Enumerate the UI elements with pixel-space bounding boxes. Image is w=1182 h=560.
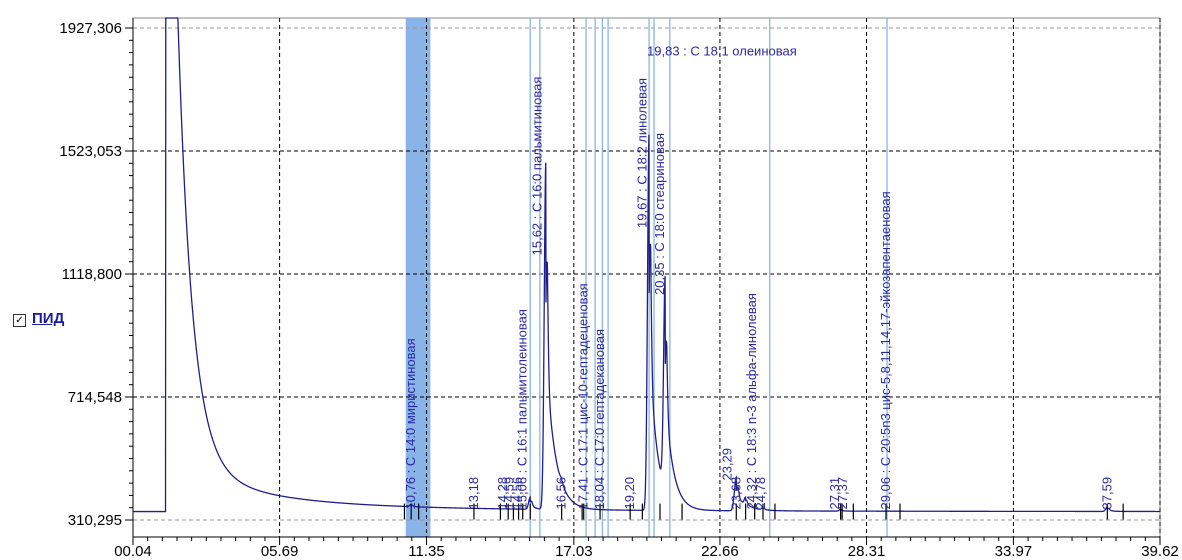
x-tick-label: 05.69: [261, 543, 299, 560]
peak-label: 29,06 : С 20:5n3 цис-5,8,11,14,17-эйкоза…: [878, 191, 893, 509]
peak-label: 10,76 : С 14:0 миристиновая: [403, 338, 418, 509]
y-axis: 310,295 714,548 1118,800 1523,053 1927,306: [59, 18, 134, 537]
x-tick-label: 33.97: [995, 543, 1033, 560]
peak-label: 23,68: [729, 477, 744, 510]
x-tick-label: 11.35: [408, 543, 444, 560]
y-tick-label: 310,295: [68, 512, 122, 529]
peak-label: 15,62 : С 16:0 пальмитиновая: [529, 77, 544, 256]
x-tick-label: 39.62: [1141, 543, 1179, 560]
peak-label: 14,56: [509, 477, 524, 510]
peak-label: 19,67 : С 18:2 линолевая: [634, 78, 649, 228]
peak-label: 24,32 : С 18:3 n-3 альфа-линолевая: [744, 293, 759, 509]
series-checkbox[interactable]: ✓: [13, 314, 26, 327]
peak-label: 27,31: [827, 477, 842, 510]
peak-label: 24,78: [753, 477, 768, 510]
y-tick-label: 1927,306: [59, 20, 122, 37]
integration-tick-layer: [403, 503, 1124, 520]
x-axis: 00.04 05.69 11.35 17.03 22.66 28.31 33.97 39.62: [114, 536, 1179, 560]
x-tick-label: 17.03: [555, 543, 593, 560]
peak-label: 16,56: [554, 477, 569, 510]
peak-label-layer: 10,76 : С 14:0 миристиновая 13,18 14,2814,…: [403, 44, 1114, 510]
x-tick-label: 22.66: [701, 543, 739, 560]
peak-label: 15,06 : С 16:1 пальмитолеиновая: [515, 309, 530, 509]
peak-label: 19,20: [622, 477, 637, 510]
peak-label: 17,41 : С 17:1 цис-10-гептадеценовая: [576, 283, 591, 509]
x-tick-label: 00.04: [114, 543, 152, 560]
peak-label: 13,18: [466, 477, 481, 510]
peak-label: 27,37: [835, 477, 850, 510]
y-tick-label: 714,548: [68, 389, 122, 406]
peak-label: 20,35 : С 18:0 стеариновая: [652, 133, 667, 295]
peak-label: 14,28: [495, 477, 510, 510]
series-legend-label[interactable]: ПИД: [32, 310, 65, 327]
y-tick-label: 1523,053: [59, 143, 122, 160]
x-tick-label: 28.31: [848, 543, 886, 560]
trace-layer: [133, 17, 1160, 513]
peak-label: 18,04 : С 17:0 гептадекановая: [592, 329, 607, 510]
peak-label: 23,29: [720, 448, 735, 481]
peak-label-top: 19,83 : С 18:1 олеиновая: [647, 44, 797, 59]
peak-label: 14,59: [501, 477, 516, 510]
chromatogram-trace: [133, 17, 1160, 513]
y-tick-label: 1118,800: [62, 266, 122, 283]
peak-label: 37,59: [1099, 477, 1114, 510]
